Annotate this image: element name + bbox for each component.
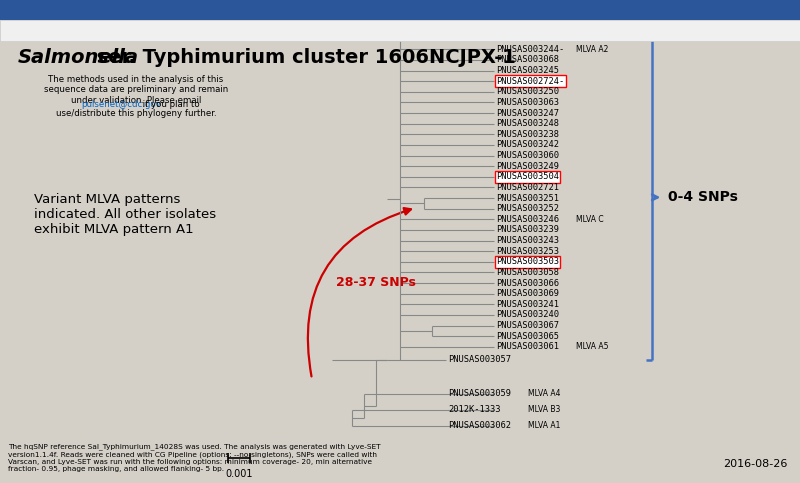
Text: pulsenet@cdc.gov: pulsenet@cdc.gov	[82, 100, 162, 109]
Text: The methods used in the analysis of this
sequence data are preliminary and remai: The methods used in the analysis of this…	[44, 75, 228, 105]
Text: PNUSAS003063: PNUSAS003063	[496, 98, 559, 107]
Text: PNUSAS003246: PNUSAS003246	[496, 215, 559, 224]
Text: PNUSAS003238: PNUSAS003238	[496, 130, 559, 139]
Text: PNUSAS003248: PNUSAS003248	[496, 119, 559, 128]
Text: PNUSAS003065: PNUSAS003065	[496, 332, 559, 341]
Text: PNUSAS003251: PNUSAS003251	[496, 194, 559, 202]
Text: PNUSAS003058: PNUSAS003058	[496, 268, 559, 277]
Text: PNUSAS003239: PNUSAS003239	[496, 226, 559, 234]
FancyArrowPatch shape	[308, 208, 411, 376]
Text: PNUSAS003067: PNUSAS003067	[496, 321, 559, 330]
Text: PNUSAS003247: PNUSAS003247	[496, 109, 559, 117]
Text: PNUSAS003057: PNUSAS003057	[448, 355, 511, 364]
Text: Variant MLVA patterns
indicated. All other isolates
exhibit MLVA pattern A1: Variant MLVA patterns indicated. All oth…	[34, 193, 216, 236]
Text: PNUSAS003066: PNUSAS003066	[496, 279, 559, 287]
Text: PNUSAS003060: PNUSAS003060	[496, 151, 559, 160]
Text: 0.001: 0.001	[226, 469, 253, 479]
Text: PNUSAS002724-: PNUSAS002724-	[496, 77, 564, 85]
Text: PNUSAS003061: PNUSAS003061	[496, 342, 559, 351]
Text: PNUSAS003062: PNUSAS003062	[448, 421, 511, 430]
Text: 2012K-1333: 2012K-1333	[448, 405, 501, 414]
Text: PNUSAS003249: PNUSAS003249	[496, 162, 559, 170]
Text: MLVA A1: MLVA A1	[528, 421, 560, 430]
Text: MLVA C: MLVA C	[576, 215, 604, 224]
Text: PNUSAS003503: PNUSAS003503	[496, 257, 559, 266]
Text: MLVA A4: MLVA A4	[528, 389, 561, 398]
Text: 28-37 SNPs: 28-37 SNPs	[336, 276, 416, 289]
Text: PNUSAS003069: PNUSAS003069	[496, 289, 559, 298]
Text: PNUSAS003244-: PNUSAS003244-	[496, 45, 564, 54]
Text: MLVA B3: MLVA B3	[528, 405, 560, 414]
Text: PNUSAS003241: PNUSAS003241	[496, 300, 559, 309]
Text: 2016-08-26: 2016-08-26	[724, 459, 788, 469]
Text: PNUSAS003059: PNUSAS003059	[448, 389, 511, 398]
Text: PNUSAS003245: PNUSAS003245	[496, 66, 559, 75]
Text: PNUSAS003504: PNUSAS003504	[496, 172, 559, 181]
Text: PNUSAS003242: PNUSAS003242	[496, 141, 559, 149]
Text: MLVA A2: MLVA A2	[576, 45, 608, 54]
Text: use/distribute this phylogeny further.: use/distribute this phylogeny further.	[56, 109, 216, 118]
Text: 1606NCJPX-1_hqSNP.pdf - Adobe Acrobat Reader DC: 1606NCJPX-1_hqSNP.pdf - Adobe Acrobat Re…	[282, 1, 518, 10]
Text: MLVA A5: MLVA A5	[576, 342, 609, 351]
Text: PNUSAS003253: PNUSAS003253	[496, 247, 559, 256]
Text: The hqSNP reference Sal_Typhimurium_14028S was used. The analysis was generated : The hqSNP reference Sal_Typhimurium_1402…	[8, 443, 381, 471]
Text: ser. Typhimurium cluster 1606NCJPX-1: ser. Typhimurium cluster 1606NCJPX-1	[90, 48, 515, 67]
Text: Salmonella: Salmonella	[18, 48, 138, 67]
Text: 0-4 SNPs: 0-4 SNPs	[668, 190, 738, 204]
Text: PNUSAS003240: PNUSAS003240	[496, 311, 559, 319]
Text: PNUSAS003243: PNUSAS003243	[496, 236, 559, 245]
Text: PNUSAS003068: PNUSAS003068	[496, 56, 559, 64]
Text: PNUSAS002721: PNUSAS002721	[496, 183, 559, 192]
Text: if you plan to: if you plan to	[140, 100, 199, 109]
Text: PNUSAS003250: PNUSAS003250	[496, 87, 559, 96]
Text: PNUSAS003252: PNUSAS003252	[496, 204, 559, 213]
Text: PNUSAS003064-: PNUSAS003064-	[496, 34, 564, 43]
